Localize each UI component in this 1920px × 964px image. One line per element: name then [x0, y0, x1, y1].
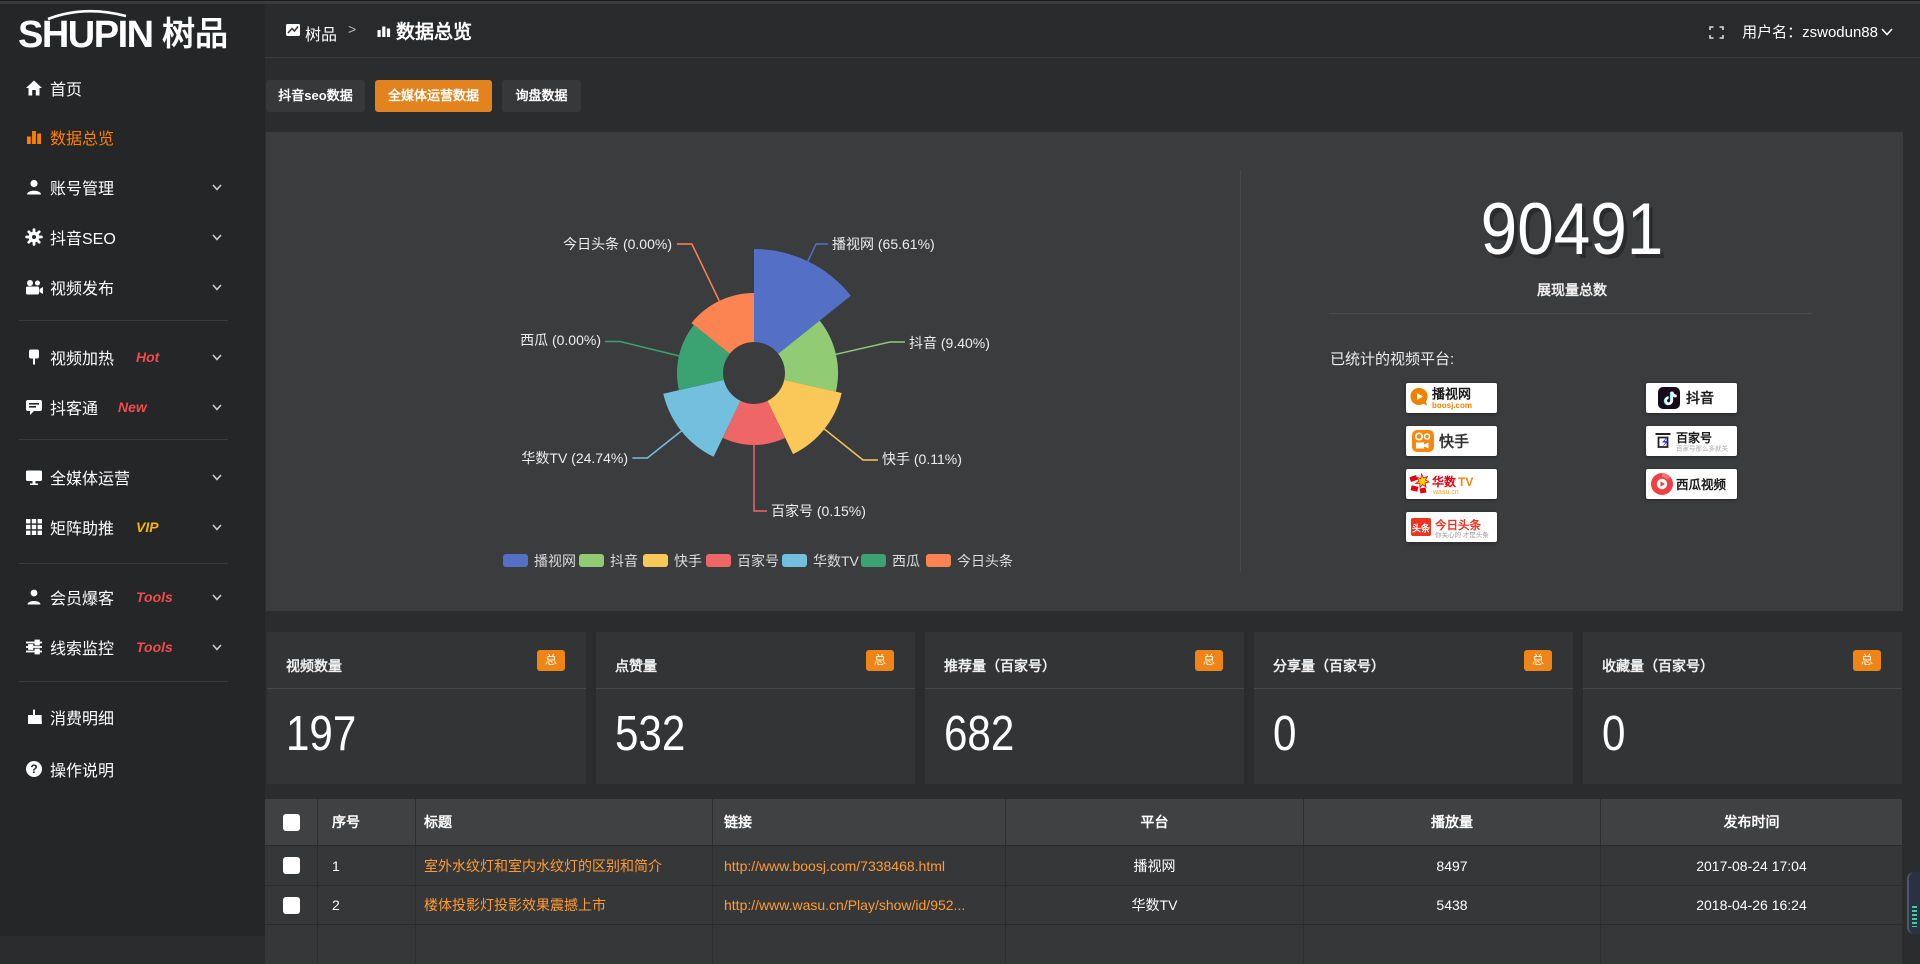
svg-text:华数TV (24.74%): 华数TV (24.74%) [521, 450, 628, 466]
svg-text:树品: 树品 [162, 15, 228, 52]
svg-text:快手: 快手 [1439, 433, 1469, 451]
svg-text:百家号 (0.15%): 百家号 (0.15%) [771, 503, 866, 519]
svg-text:今日头条: 今日头条 [1434, 518, 1481, 532]
svg-text:快手 (0.11%): 快手 (0.11%) [882, 451, 962, 467]
svg-text:播视网 (65.61%): 播视网 (65.61%) [832, 236, 935, 252]
svg-text:boosj.com: boosj.com [1432, 401, 1472, 410]
svg-text:TV: TV [1458, 475, 1473, 489]
svg-text:百家号: 百家号 [737, 553, 779, 569]
svg-text:百家号: 百家号 [1676, 430, 1712, 445]
svg-text:播视网: 播视网 [534, 553, 576, 569]
svg-text:抖音: 抖音 [610, 553, 638, 569]
svg-text:今日头条: 今日头条 [957, 553, 1013, 569]
svg-text:西瓜视频: 西瓜视频 [1676, 477, 1727, 492]
svg-text:?: ? [30, 762, 37, 776]
svg-text:抖音 (9.40%): 抖音 (9.40%) [909, 335, 990, 351]
svg-text:西瓜: 西瓜 [892, 553, 920, 569]
svg-text:wasu.cn: wasu.cn [1432, 489, 1459, 496]
svg-text:抖音: 抖音 [1686, 390, 1714, 406]
svg-text:华数TV: 华数TV [813, 553, 860, 569]
svg-text:播视网: 播视网 [1432, 387, 1471, 402]
svg-text:华数: 华数 [1432, 474, 1457, 489]
svg-text:今日头条 (0.00%): 今日头条 (0.00%) [563, 236, 672, 252]
svg-text:头条: 头条 [1412, 523, 1431, 534]
svg-text:快手: 快手 [674, 553, 702, 569]
svg-text:百家号那么多就关: 百家号那么多就关 [1676, 444, 1729, 453]
svg-text:你关心的 才是头条: 你关心的 才是头条 [1435, 530, 1489, 539]
svg-text:西瓜 (0.00%): 西瓜 (0.00%) [520, 332, 601, 348]
svg-text:SHUPIN: SHUPIN [18, 14, 153, 56]
